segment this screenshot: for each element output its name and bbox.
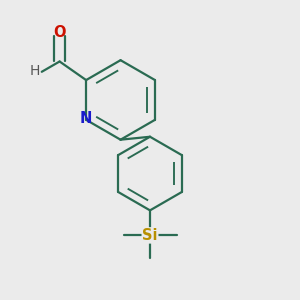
Text: Si: Si bbox=[142, 228, 158, 243]
Text: O: O bbox=[53, 26, 66, 40]
Text: H: H bbox=[30, 64, 40, 78]
Text: N: N bbox=[80, 111, 92, 126]
